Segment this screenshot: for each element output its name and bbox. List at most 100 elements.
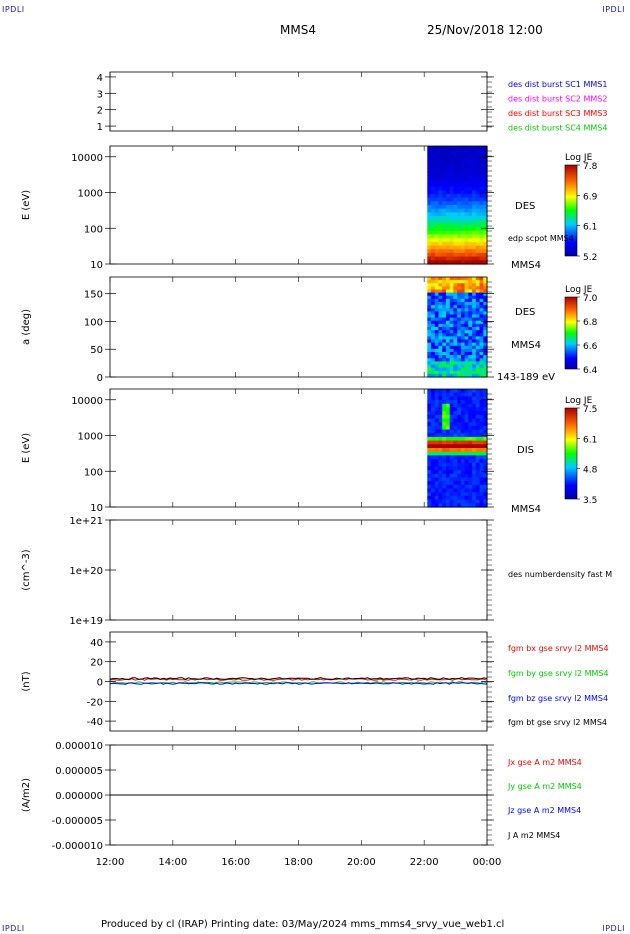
- heatmap-cell-p2: [434, 238, 440, 243]
- heatmap-cell-p4: [427, 473, 432, 479]
- heatmap-cell-p4: [464, 470, 469, 475]
- heatmap-cell-p4: [468, 418, 473, 423]
- heatmap-cell-p2: [446, 168, 451, 173]
- heatmap-cell-p3: [442, 355, 447, 359]
- heatmap-cell-p3: [483, 295, 488, 300]
- heatmap-cell-p4: [434, 411, 440, 416]
- heatmap-cell-p2: [472, 227, 477, 232]
- heatmap-cell-p4: [431, 470, 436, 475]
- heatmap-cell-p2: [438, 190, 443, 195]
- heatmap-cell-p4: [483, 407, 488, 412]
- heatmap-cell-p2: [449, 205, 454, 210]
- heatmap-cell-p2: [472, 171, 477, 177]
- heatmap-cell-p3: [442, 336, 447, 341]
- heatmap-cell-p4: [472, 451, 477, 456]
- heatmap-cell-p3: [475, 286, 481, 291]
- heatmap-cell-p2: [438, 260, 443, 265]
- heatmap-cell-p3: [479, 352, 484, 356]
- heatmap-cell-p2: [438, 149, 443, 154]
- heatmap-cell-p4: [438, 436, 443, 442]
- heatmap-cell-p2: [457, 227, 462, 232]
- heatmap-cell-p4: [457, 481, 462, 486]
- heatmap-cell-p3: [483, 286, 488, 291]
- heatmap-cell-p3: [479, 308, 484, 312]
- heatmap-cell-p4: [446, 403, 451, 409]
- heatmap-cell-p4: [483, 459, 488, 464]
- heatmap-cell-p4: [431, 451, 436, 456]
- heatmap-cell-p4: [427, 451, 432, 456]
- heatmap-cell-p4: [468, 451, 473, 456]
- heatmap-cell-p4: [457, 488, 462, 493]
- heatmap-cell-p2: [468, 256, 473, 261]
- heatmap-cell-p4: [472, 403, 477, 409]
- heatmap-cell-p2: [442, 179, 447, 184]
- heatmap-cell-p3: [479, 339, 484, 344]
- heatmap-cell-p4: [438, 488, 443, 493]
- heatmap-cell-p2: [457, 179, 462, 184]
- heatmap-cell-p2: [460, 153, 466, 158]
- heatmap-cell-p2: [446, 216, 451, 221]
- heatmap-cell-p3: [434, 317, 440, 322]
- heatmap-cell-p4: [475, 411, 481, 416]
- heatmap-cell-p4: [449, 440, 454, 445]
- heatmap-cell-p2: [472, 149, 477, 154]
- heatmap-cell-p3: [472, 336, 477, 341]
- heatmap-cell-p2: [442, 256, 447, 261]
- heatmap-cell-p2: [431, 182, 436, 188]
- heatmap-cell-p2: [453, 234, 458, 239]
- heatmap-cell-p2: [472, 179, 477, 184]
- heatmap-cell-p2: [475, 256, 481, 261]
- heatmap-cell-p4: [453, 440, 458, 445]
- heatmap-cell-p4: [434, 429, 440, 434]
- heatmap-cell-p2: [464, 201, 469, 206]
- heatmap-cell-p2: [434, 193, 440, 199]
- heatmap-cell-p4: [479, 407, 484, 412]
- heatmap-cell-p3: [468, 355, 473, 359]
- heatmap-cell-p3: [438, 333, 443, 337]
- heatmap-cell-p4: [431, 481, 436, 486]
- heatmap-cell-p4: [479, 425, 484, 431]
- heatmap-cell-p3: [468, 342, 473, 347]
- heatmap-cell-p2: [483, 216, 488, 221]
- heatmap-cell-p3: [442, 308, 447, 312]
- heatmap-cell-p3: [475, 367, 481, 372]
- heatmap-cell-p2: [464, 153, 469, 158]
- heatmap-cell-p4: [446, 459, 451, 464]
- heatmap-cell-p4: [464, 411, 469, 416]
- heatmap-cell-p4: [427, 492, 432, 497]
- heatmap-cell-p3: [483, 348, 488, 353]
- heatmap-cell-p4: [472, 389, 477, 394]
- heatmap-cell-p4: [479, 484, 484, 490]
- heatmap-cell-p3: [464, 345, 469, 350]
- heatmap-cell-p2: [427, 249, 432, 254]
- heatmap-cell-p2: [446, 245, 451, 250]
- heatmap-cell-p3: [479, 302, 484, 306]
- heatmap-cell-p3: [453, 345, 458, 350]
- heatmap-cell-p4: [475, 389, 481, 394]
- heatmap-cell-p2: [468, 197, 473, 202]
- corner-mark-top-right: IPDLI: [602, 5, 625, 14]
- heatmap-cell-p2: [427, 219, 432, 225]
- heatmap-cell-p4: [434, 440, 440, 445]
- heatmap-cell-p3: [434, 298, 440, 303]
- legend-entry-p7: Jy gse A m2 MMS4: [507, 782, 582, 791]
- heatmap-cell-p2: [446, 179, 451, 184]
- heatmap-cell-p3: [464, 336, 469, 341]
- legend-entry-p6: fgm bt gse srvy l2 MMS4: [508, 718, 607, 727]
- x-tick-label: 22:00: [410, 857, 439, 868]
- heatmap-cell-p3: [453, 323, 458, 328]
- heatmap-cell-p4: [460, 488, 466, 493]
- heatmap-cell-p4: [427, 403, 432, 409]
- heatmap-cell-p4: [464, 455, 469, 460]
- heatmap-cell-p2: [460, 252, 466, 258]
- heatmap-cell-p4: [442, 414, 447, 420]
- heatmap-cell-p2: [472, 260, 477, 265]
- heatmap-cell-p3: [431, 286, 436, 291]
- heatmap-cell-p2: [472, 212, 477, 217]
- heatmap-cell-p4: [431, 440, 436, 445]
- heatmap-cell-p3: [468, 323, 473, 328]
- heatmap-cell-p3: [460, 358, 466, 362]
- heatmap-cell-p3: [457, 280, 462, 284]
- heatmap-cell-p2: [434, 249, 440, 254]
